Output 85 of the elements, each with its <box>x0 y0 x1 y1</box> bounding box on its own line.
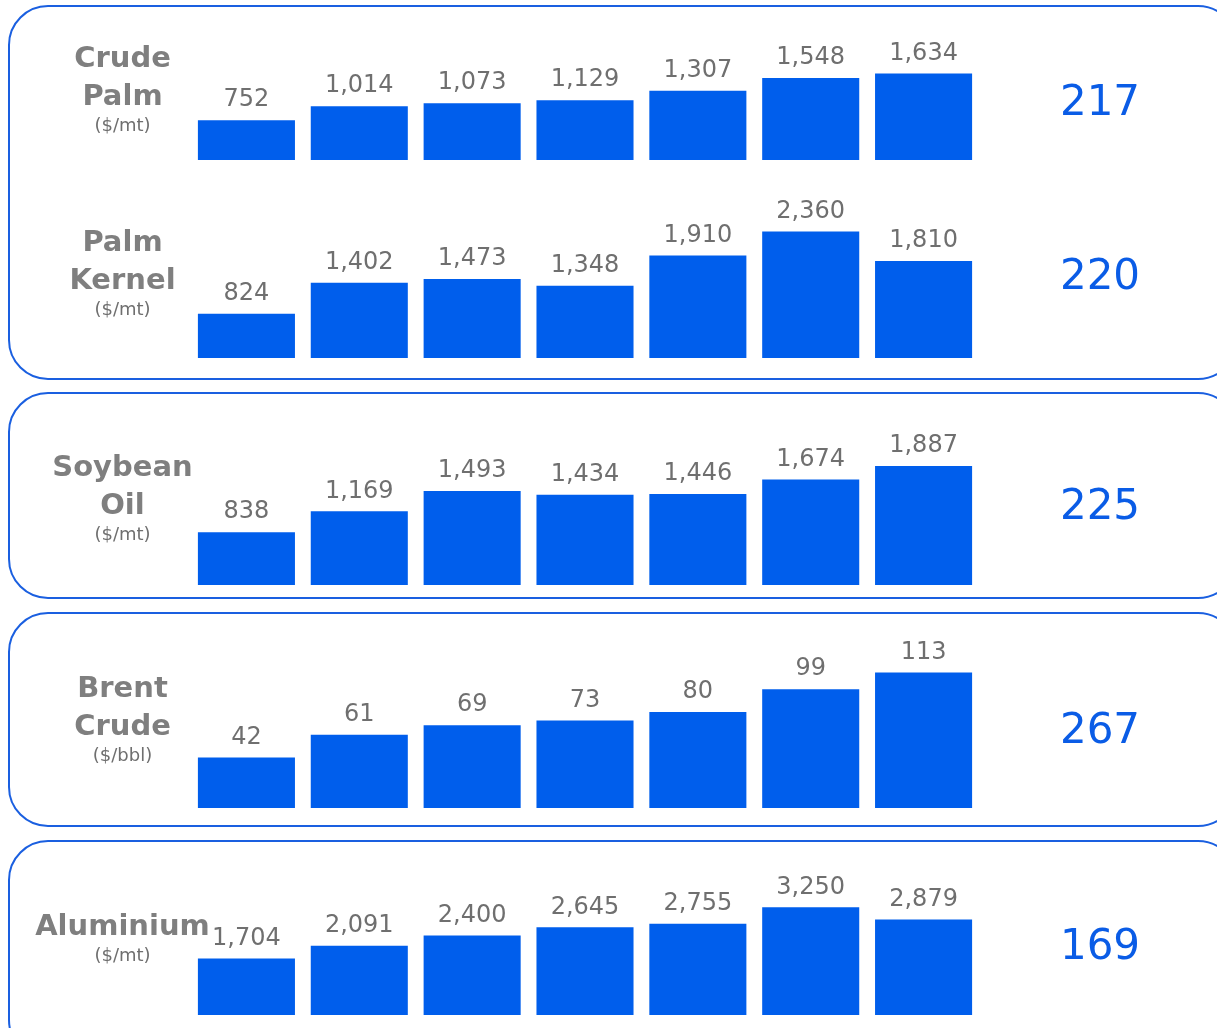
data-label: 824 <box>223 278 270 307</box>
bar <box>310 511 408 585</box>
text: 169 <box>1058 920 1142 969</box>
data-label: 1,073 <box>437 67 507 96</box>
data-label: 1,402 <box>324 247 394 276</box>
chart-title: Aluminium <box>35 908 210 942</box>
bar <box>310 282 408 358</box>
data-label: 80 <box>682 676 714 705</box>
chart-title: Crude Palm <box>73 39 172 114</box>
data-label: 3,250 <box>776 871 846 900</box>
bar <box>875 260 973 358</box>
data-label: 2,360 <box>776 195 846 224</box>
data-label: 1,348 <box>550 249 620 278</box>
data-label: 99 <box>795 653 826 682</box>
bar <box>536 285 634 358</box>
data-label: 1,307 <box>663 54 733 83</box>
bar <box>762 479 860 585</box>
text: 267 <box>1058 704 1142 753</box>
bar <box>762 907 860 1015</box>
text: ($/bbl) <box>91 744 154 766</box>
bar <box>197 313 295 358</box>
data-label: 1,014 <box>324 70 394 99</box>
data-label: 69 <box>456 689 488 718</box>
data-label: 1,634 <box>889 37 958 66</box>
bar <box>197 532 295 585</box>
text: ($/mt) <box>93 523 152 545</box>
bar <box>310 734 408 808</box>
data-label: 61 <box>344 699 375 728</box>
bar <box>649 923 747 1015</box>
bar <box>536 100 634 160</box>
bar <box>536 720 634 808</box>
bar <box>762 689 860 808</box>
bar <box>423 279 521 358</box>
bar <box>649 712 747 808</box>
data-label: 752 <box>223 84 270 113</box>
data-label: 1,810 <box>889 225 958 254</box>
bar <box>875 919 973 1015</box>
bar <box>197 120 295 160</box>
bar <box>762 231 860 358</box>
text: 217 <box>1058 76 1142 125</box>
data-label: 1,910 <box>663 219 733 248</box>
data-label: 2,091 <box>324 909 394 938</box>
bar <box>423 935 521 1015</box>
data-label: 1,434 <box>550 458 620 487</box>
data-label: 1,169 <box>324 475 394 504</box>
data-label: 838 <box>223 496 270 525</box>
data-label: 1,473 <box>437 243 507 272</box>
text: ($/mt) <box>94 944 151 965</box>
chart-title: Soybean Oil <box>51 448 194 523</box>
bar <box>423 725 521 808</box>
bar <box>649 255 747 358</box>
data-label: 2,755 <box>663 887 733 916</box>
text: Brent Crude <box>73 669 172 744</box>
bar <box>536 494 634 585</box>
bar <box>310 106 408 160</box>
bar <box>649 90 747 160</box>
data-label: 113 <box>900 636 947 665</box>
bar <box>197 757 295 808</box>
data-label: 2,645 <box>550 891 620 920</box>
data-label: 73 <box>569 684 601 713</box>
text: ($/mt) <box>93 114 152 136</box>
text: 225 <box>1058 480 1142 529</box>
bar <box>649 493 747 585</box>
data-label: 2,400 <box>437 899 507 928</box>
data-label: 2,879 <box>889 883 958 912</box>
bar <box>423 103 521 160</box>
data-label: 1,887 <box>889 430 958 459</box>
data-label: 42 <box>231 721 262 750</box>
bar <box>762 77 860 160</box>
bar <box>875 73 973 160</box>
bar <box>310 945 408 1015</box>
bar <box>536 927 634 1015</box>
chart-title: Palm Kernel <box>68 223 177 298</box>
text: 220 <box>1058 250 1142 299</box>
data-label: 1,129 <box>550 64 620 93</box>
bar <box>197 958 295 1015</box>
data-label: 1,548 <box>776 42 846 71</box>
data-label: 1,674 <box>776 443 846 472</box>
bar <box>423 490 521 585</box>
bar <box>875 466 973 585</box>
text: ($/mt) <box>93 298 152 320</box>
data-label: 1,704 <box>212 922 281 951</box>
bar <box>875 672 973 808</box>
data-label: 1,446 <box>663 458 733 487</box>
data-label: 1,493 <box>437 455 507 484</box>
